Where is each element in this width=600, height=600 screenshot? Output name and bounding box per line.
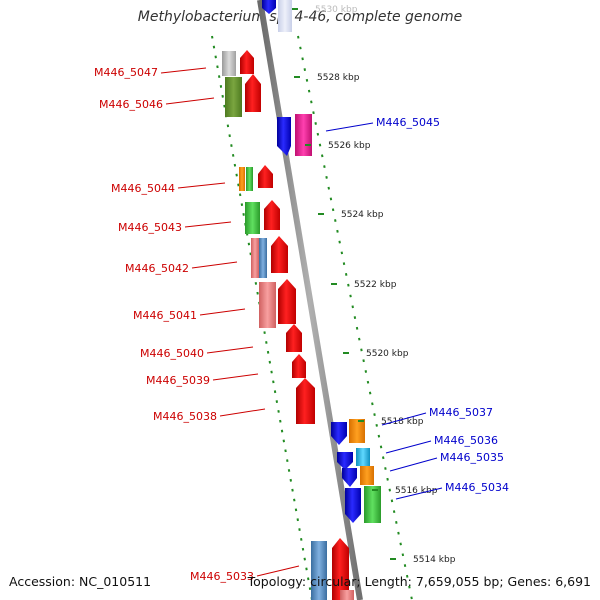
gene-feature[interactable] (262, 0, 292, 32)
gene-feature-m446-5033[interactable] (311, 538, 354, 600)
ruler-tick-label: 5514 kbp (413, 555, 456, 565)
gene-leader-line (191, 261, 238, 269)
gene-label[interactable]: M446_5035 (440, 451, 504, 464)
gene-leader-line (184, 221, 232, 228)
gene-label[interactable]: M446_5033 (190, 570, 254, 583)
gene-feature-m446-5036[interactable] (337, 448, 370, 470)
gene-leader-line (389, 457, 438, 472)
gene-leader-line (206, 346, 254, 354)
ruler-tick-label: 5518 kbp (381, 417, 424, 427)
gene-leader-line (385, 440, 432, 454)
ruler-tick-label: 5524 kbp (341, 210, 384, 220)
gene-leader-line (381, 412, 427, 426)
gene-feature-m446-5044[interactable] (239, 165, 273, 191)
gene-label[interactable]: M446_5034 (445, 481, 509, 494)
gene-leader-line (177, 182, 226, 189)
gene-feature-m446-5037[interactable] (331, 419, 365, 445)
ruler-tick-label: 5520 kbp (366, 349, 409, 359)
genome-summary-text: Topology: circular; Length: 7,659,055 bp… (247, 574, 591, 589)
gene-feature-m446-5042[interactable] (251, 236, 288, 278)
gene-label[interactable]: M446_5045 (376, 116, 440, 129)
ruler-ticks: 5514 kbp 5516 kbp 5518 kbp 5520 kbp 5522 kbp… (292, 5, 456, 565)
gene-feature-m446-5045[interactable] (277, 114, 312, 156)
gene-leader-line (212, 373, 259, 381)
genome-backbone (257, 0, 363, 600)
gene-feature-m446-5041[interactable] (259, 279, 296, 328)
gene-label[interactable]: M446_5039 (146, 374, 210, 387)
gene-leader-line (325, 122, 374, 132)
gene-label[interactable]: M446_5040 (140, 347, 204, 360)
gene-feature-m446-5047[interactable] (222, 50, 254, 76)
ruler-tick-label: 5528 kbp (317, 73, 360, 83)
gene-label[interactable]: M446_5043 (118, 221, 182, 234)
map-title: Methylobacterium sp. 4-46, complete geno… (137, 9, 463, 25)
gene-leader-line (395, 487, 443, 500)
ruler-tick-label: 5516 kbp (395, 486, 438, 496)
gene-feature-m446-5040[interactable] (286, 324, 302, 352)
gene-label[interactable]: M446_5047 (94, 66, 158, 79)
gene-features (222, 0, 381, 600)
gene-label[interactable]: M446_5037 (429, 406, 493, 419)
gene-label[interactable]: M446_5036 (434, 434, 498, 447)
ruler-tick-label: 5526 kbp (328, 141, 371, 151)
gene-leader-line (165, 97, 215, 105)
ruler-tick-label: 5522 kbp (354, 280, 397, 290)
gene-feature-m446-5039[interactable] (292, 354, 306, 378)
gene-leader-line (199, 308, 246, 316)
gene-leader-line (160, 67, 207, 74)
gene-label[interactable]: M446_5038 (153, 410, 217, 423)
gene-feature-m446-5038[interactable] (296, 378, 315, 424)
gene-labels: M446_5047 M446_5046 M446_5045 M446_5044 M446… (94, 66, 509, 583)
gene-label[interactable]: M446_5044 (111, 182, 175, 195)
ruler-tick-label: 5530 kbp (315, 5, 358, 15)
gene-leader-line (219, 408, 266, 417)
gene-label[interactable]: M446_5046 (99, 98, 163, 111)
gene-feature-m446-5046[interactable] (225, 74, 261, 117)
gene-leader-line (256, 565, 300, 577)
gene-label[interactable]: M446_5042 (125, 262, 189, 275)
gene-feature-m446-5043[interactable] (245, 200, 280, 234)
accession-text: Accession: NC_010511 (9, 574, 152, 589)
gene-label[interactable]: M446_5041 (133, 309, 197, 322)
gene-feature-m446-5035[interactable] (342, 466, 374, 487)
gene-feature-m446-5034[interactable] (345, 486, 381, 523)
